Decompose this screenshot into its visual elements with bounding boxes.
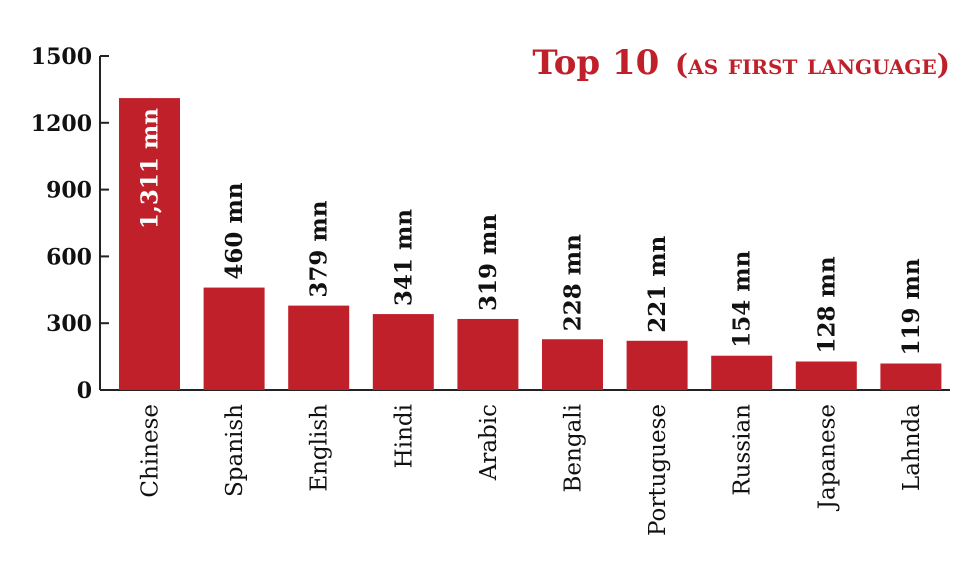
labels: Chinese 1,311 mn Spanish 460 mn English 379 m… [137, 108, 925, 536]
bar-japanese [795, 361, 857, 390]
bar-bengali [542, 339, 603, 390]
data-label: 128 mn [813, 256, 840, 353]
category-label: Japanese [814, 404, 840, 511]
y-tick-label: 300 [46, 311, 92, 337]
data-label: 319 mn [475, 214, 502, 311]
data-label: 341 mn [390, 209, 417, 306]
category-label: Russian [730, 404, 756, 496]
category-label: Lahnda [899, 404, 925, 491]
data-label: 379 mn [306, 200, 333, 297]
category-label: Bengali [561, 404, 587, 492]
bar-hindi [372, 314, 434, 390]
category-label: Portuguese [645, 404, 671, 536]
bar-chinese [119, 98, 180, 391]
bar-spanish [203, 287, 265, 390]
chart-title-sub: (as first language) [675, 48, 950, 81]
bar-arabic [457, 318, 519, 390]
category-label: Chinese [138, 404, 164, 498]
data-label: 460 mn [221, 182, 248, 279]
data-label: 228 mn [560, 234, 587, 331]
bars [119, 98, 942, 391]
data-label: 1,311 mn [137, 108, 164, 229]
category-label: Hindi [391, 404, 417, 468]
bar-portuguese [626, 340, 688, 390]
y-tick-label: 1500 [31, 44, 92, 70]
category-label: Arabic [476, 404, 502, 481]
category-label: English [307, 404, 333, 492]
chart-title: Top 10 (as first language) [532, 43, 950, 83]
bar-russian [711, 355, 773, 390]
data-label: 221 mn [644, 235, 671, 332]
category-label: Spanish [222, 404, 248, 497]
bar-english [288, 305, 350, 390]
y-tick-label: 900 [46, 178, 92, 204]
chart-title-main: Top 10 [532, 43, 659, 83]
y-tick-label: 600 [46, 244, 92, 270]
y-tick-label: 1200 [31, 111, 92, 137]
y-tick-label: 0 [77, 378, 92, 404]
svg-text:Top 10 (as first languag: Top 10 (as first language) [532, 43, 950, 83]
data-label: 119 mn [898, 258, 925, 355]
bar-lahnda [880, 363, 942, 390]
data-label: 154 mn [729, 250, 756, 347]
